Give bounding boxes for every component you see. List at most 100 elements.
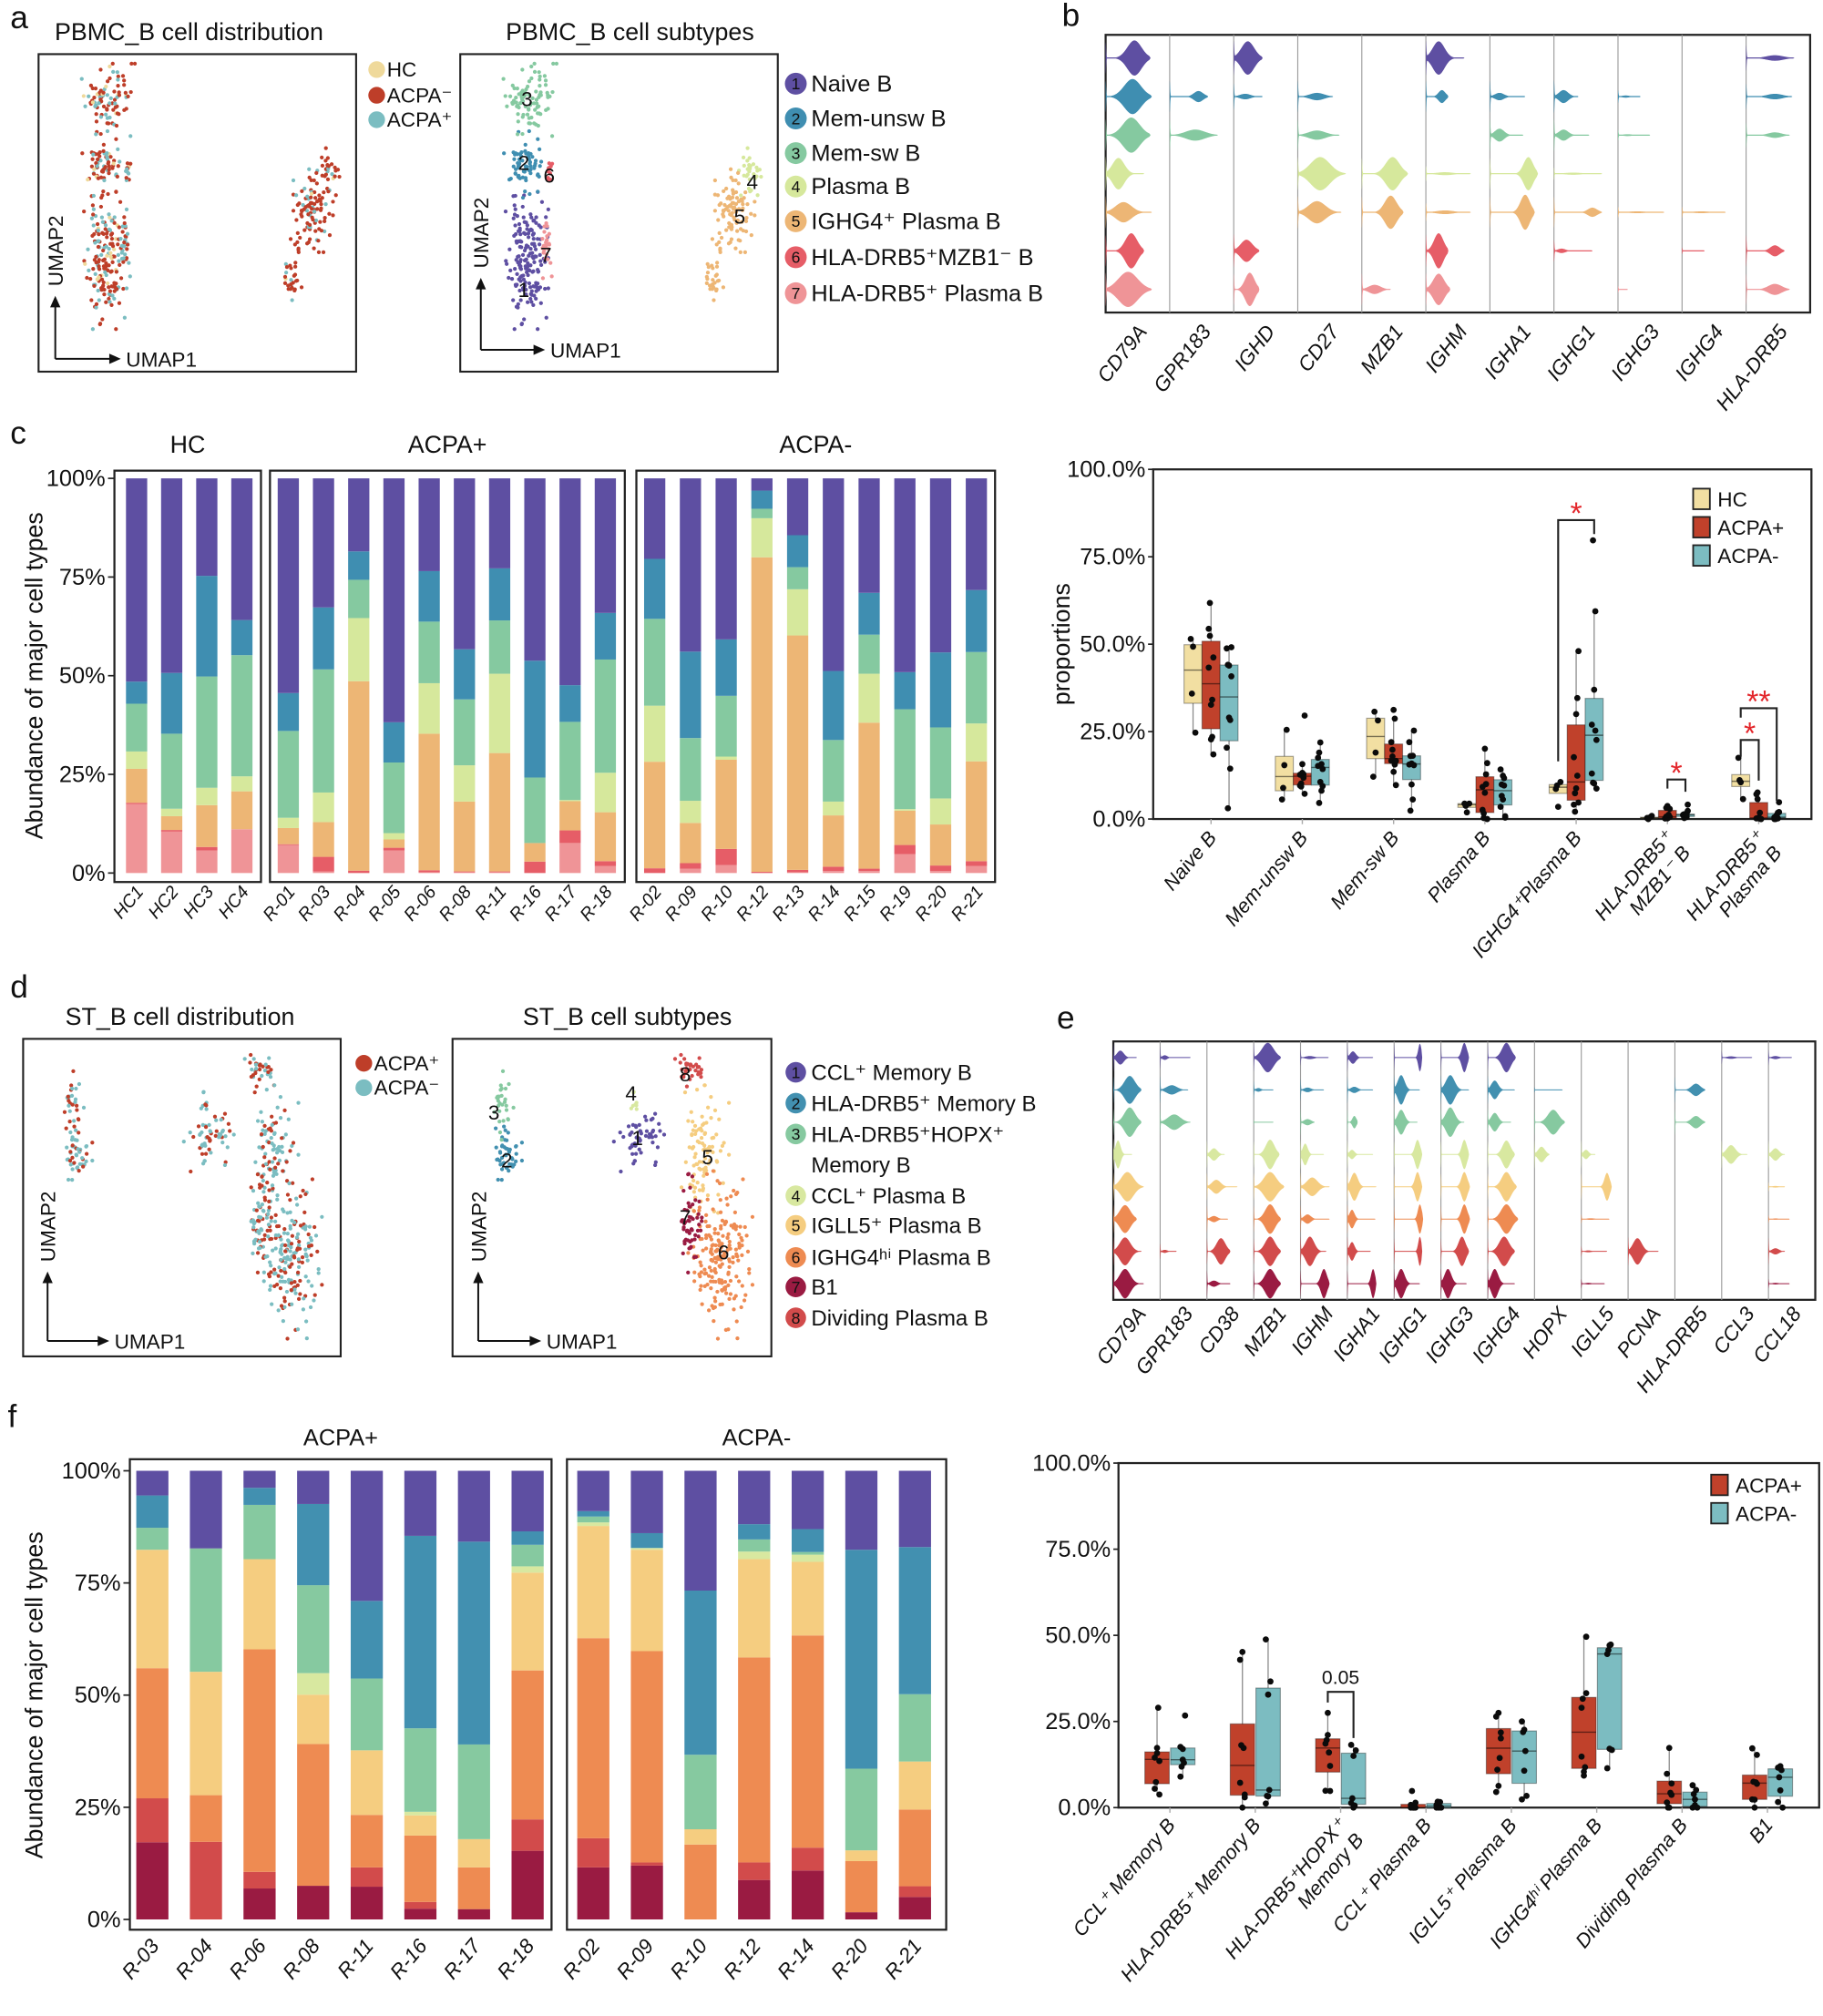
data-point <box>1299 770 1306 776</box>
umap-point <box>688 1204 692 1209</box>
umap-point <box>208 1138 212 1142</box>
umap-point <box>713 273 718 278</box>
violin <box>1105 271 1152 307</box>
data-point <box>1263 1636 1269 1643</box>
data-point <box>1406 761 1413 768</box>
umap-point <box>70 1086 75 1091</box>
umap-point <box>732 1210 738 1214</box>
umap-point <box>712 1231 717 1235</box>
data-point <box>1582 1764 1589 1771</box>
stacked-bar <box>791 1470 824 1919</box>
group-frame <box>635 469 997 884</box>
bar-segment <box>136 1528 169 1550</box>
umap-point <box>704 1172 710 1176</box>
umap-point <box>727 1239 732 1244</box>
bar-segment <box>823 670 845 741</box>
data-point <box>1205 625 1213 632</box>
data-point <box>1207 736 1214 742</box>
umap-point <box>542 230 547 234</box>
bar-segment <box>594 659 617 773</box>
umap-point <box>118 159 122 164</box>
umap-point <box>514 1143 518 1149</box>
legend-label-line: IGHG4⁺ Plasma B <box>811 209 1000 234</box>
bar-segment <box>297 1744 330 1887</box>
bar-segment <box>559 801 581 831</box>
umap-point <box>753 213 757 218</box>
y-tick-label: 25.0% <box>1080 720 1145 745</box>
data-point <box>1775 1798 1781 1806</box>
umap-point <box>288 1149 292 1153</box>
umap-point <box>517 239 522 244</box>
bar-segment <box>160 815 183 831</box>
legend-swatch <box>1710 1473 1729 1497</box>
umap-point <box>499 1086 504 1091</box>
data-point <box>1592 608 1599 615</box>
violin <box>1768 1049 1792 1066</box>
umap-point <box>103 165 108 169</box>
umap-point <box>520 67 525 72</box>
umap-point <box>279 1237 283 1242</box>
umap-point <box>528 296 533 302</box>
bar-segment <box>277 731 300 818</box>
data-point <box>1391 715 1398 722</box>
umap-point <box>107 168 111 172</box>
category-boxes <box>1548 537 1604 815</box>
umap-points <box>501 61 763 332</box>
data-point <box>1578 1753 1585 1760</box>
umap-point <box>126 94 130 98</box>
umap-point <box>530 254 535 259</box>
bar-segment <box>577 1510 609 1517</box>
umap-point <box>286 283 291 288</box>
umap-point <box>128 89 133 95</box>
bar-segment <box>404 1909 437 1919</box>
group-frame <box>566 1458 947 1931</box>
umap-point <box>251 1222 256 1226</box>
bar-segment <box>738 1862 771 1880</box>
umap-point <box>278 1279 282 1284</box>
umap-point <box>100 317 105 322</box>
umap-point <box>124 176 128 180</box>
data-point <box>1756 809 1764 816</box>
group-frame <box>113 469 262 884</box>
stacked-bar <box>894 478 916 874</box>
plot-title: PBMC_B cell subtypes <box>506 18 754 46</box>
violin <box>1768 1214 1790 1223</box>
data-point <box>1692 1796 1698 1803</box>
umap-point <box>517 157 522 162</box>
umap-point <box>513 207 517 211</box>
umap-point <box>320 163 325 169</box>
umap-point <box>198 1131 202 1137</box>
umap-point <box>521 287 526 292</box>
umap-point <box>117 112 121 117</box>
bar-segment <box>243 1470 276 1489</box>
umap-point <box>514 1151 518 1156</box>
umap-point <box>74 1086 78 1091</box>
data-point <box>1500 773 1507 779</box>
violin <box>1105 195 1152 230</box>
umap-point <box>688 1063 692 1068</box>
umap-point <box>290 285 294 290</box>
umap-point <box>697 1223 702 1227</box>
umap2-axis-label: UMAP2 <box>45 215 67 286</box>
legend-dot <box>784 107 807 129</box>
umap-point <box>124 207 129 212</box>
umap-point <box>745 159 750 163</box>
data-point <box>1390 768 1398 775</box>
umap-point <box>108 76 112 81</box>
umap-point <box>269 1270 273 1274</box>
bar-segment <box>966 865 988 874</box>
bar-segment <box>594 612 617 660</box>
umap-point <box>516 103 520 107</box>
bar-segment <box>715 759 737 849</box>
cluster-number-label: 1 <box>631 1127 643 1150</box>
umap-point <box>101 258 106 263</box>
umap-point <box>691 1064 696 1069</box>
legend-number: 1 <box>792 1063 801 1081</box>
umap-point <box>112 296 117 301</box>
umap-point <box>706 1162 711 1166</box>
umap-point <box>530 232 536 237</box>
gene-column <box>1746 45 1795 305</box>
umap-point <box>117 301 122 305</box>
umap-point <box>754 174 759 179</box>
gene-column <box>1581 1140 1613 1289</box>
